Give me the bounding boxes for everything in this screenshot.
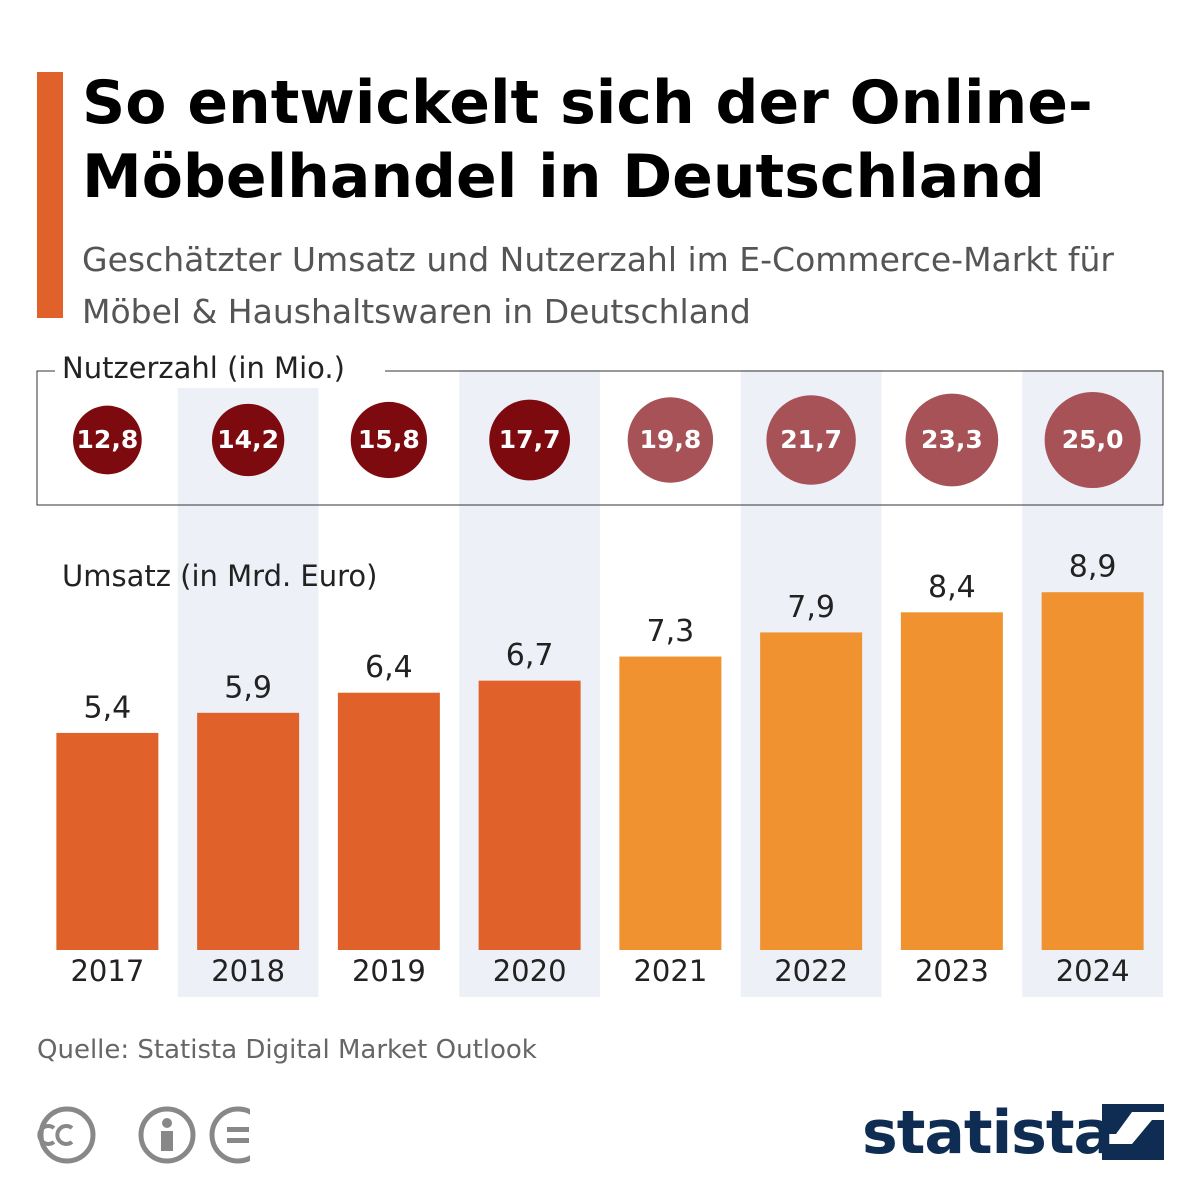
- bar-label: 8,9: [1069, 550, 1117, 585]
- bubble: [73, 405, 142, 475]
- bar: [56, 732, 159, 950]
- bubble-label: 23,3: [921, 425, 983, 454]
- brand-mark: [1102, 1104, 1164, 1160]
- x-tick-label: 2023: [915, 954, 989, 988]
- bar: [1041, 592, 1144, 950]
- brand-mark-shape: [1102, 1104, 1164, 1160]
- bubble-label: 17,7: [499, 425, 561, 454]
- bar: [760, 632, 863, 950]
- cc-icon-letters: [37, 1124, 74, 1146]
- by-icon: [138, 1106, 196, 1164]
- nd-icon-bar: [227, 1138, 249, 1143]
- bar: [337, 692, 440, 950]
- bar: [197, 712, 300, 950]
- x-tick-label: 2022: [774, 954, 848, 988]
- brand-logo: statista: [862, 1098, 1114, 1168]
- bubble: [489, 399, 571, 481]
- bar: [619, 656, 722, 950]
- accent-bar: [37, 72, 63, 318]
- bubble: [905, 393, 999, 487]
- chart-title: So entwickelt sich der Online-Möbelhande…: [82, 68, 1093, 212]
- by-icon-body: [161, 1131, 173, 1151]
- bar-label: 7,9: [787, 590, 835, 625]
- x-tick-label: 2019: [352, 954, 426, 988]
- bubble: [350, 401, 428, 479]
- bubble: [627, 397, 714, 483]
- bubble-label: 25,0: [1062, 425, 1124, 454]
- bar-label: 6,4: [365, 650, 413, 685]
- bubble: [211, 403, 285, 477]
- bar-label: 8,4: [928, 570, 976, 605]
- nd-icon: [209, 1106, 250, 1164]
- x-tick-label: 2024: [1056, 954, 1130, 988]
- bar-label: 7,3: [647, 614, 695, 649]
- bubble-label: 14,2: [217, 425, 279, 454]
- bar-label: 5,9: [224, 670, 272, 705]
- series-label: Umsatz (in Mrd. Euro): [62, 559, 377, 593]
- x-tick-label: 2021: [633, 954, 707, 988]
- bar: [900, 612, 1003, 950]
- bar-label: 5,4: [84, 690, 132, 725]
- bubble-label: 19,8: [640, 425, 702, 454]
- bar-label: 6,7: [506, 638, 554, 673]
- legend-bg: [55, 354, 385, 388]
- source: Quelle: Statista Digital Market Outlook: [37, 1035, 537, 1065]
- bubble: [766, 395, 856, 485]
- bar: [478, 680, 581, 950]
- chart-subtitle: Geschätzter Umsatz und Nutzerzahl im E-C…: [82, 240, 1114, 331]
- cc-icon: [38, 1106, 96, 1164]
- bubble-label: 21,7: [780, 425, 842, 454]
- bubble: [1044, 392, 1141, 488]
- bubble-label: 12,8: [77, 425, 139, 454]
- chart: Nutzerzahl (in Mio.) 12,8 14,2 15,8 17,7 19,8…: [36, 351, 1164, 997]
- x-tick-label: 2017: [70, 954, 144, 988]
- license-icons: [37, 1106, 250, 1164]
- series-label: Nutzerzahl (in Mio.): [62, 351, 345, 385]
- bubble-label: 15,8: [358, 425, 420, 454]
- bubble-box: [36, 370, 1164, 506]
- nd-icon-bar: [227, 1127, 249, 1132]
- x-tick-label: 2018: [211, 954, 285, 988]
- x-tick-label: 2020: [493, 954, 567, 988]
- by-icon-head: [162, 1118, 172, 1128]
